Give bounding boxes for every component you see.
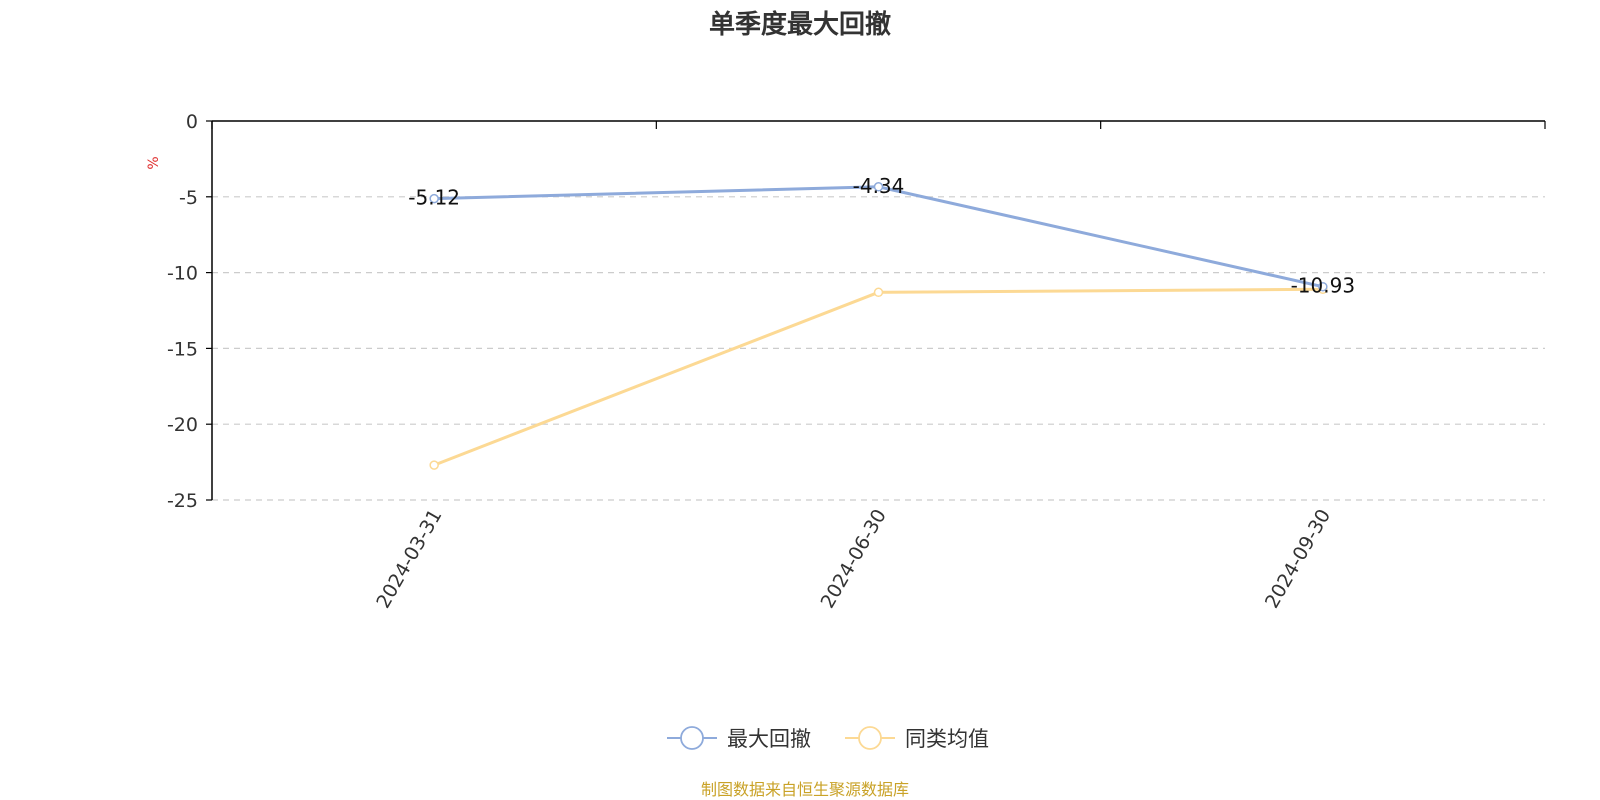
data-label: -10.93 — [1291, 274, 1355, 298]
data-point[interactable] — [429, 193, 439, 204]
y-axis-unit-label: % — [146, 156, 162, 169]
legend-item[interactable]: 最大回撤 — [667, 726, 811, 751]
legend[interactable]: 最大回撤 同类均值 — [667, 726, 989, 751]
legend-label: 最大回撤 — [727, 727, 811, 751]
chart-title: 单季度最大回撤 — [709, 9, 891, 40]
data-point[interactable] — [429, 460, 439, 470]
data-label: -4.34 — [853, 174, 905, 198]
legend-marker-icon — [680, 726, 704, 750]
y-tick-label: 0 — [186, 111, 198, 133]
data-point[interactable] — [873, 182, 884, 192]
x-tick-label: 2024-09-30 — [1261, 506, 1335, 613]
data-label: -5.12 — [408, 186, 460, 210]
data-point[interactable] — [873, 287, 884, 298]
source-note: 制图数据来自恒生聚源数据库 — [701, 780, 909, 799]
grid-lines — [212, 196, 1545, 501]
legend-item[interactable]: 同类均值 — [845, 726, 989, 751]
series-line — [434, 185, 1324, 289]
legend-label: 同类均值 — [905, 727, 989, 751]
x-tick-label: 2024-03-31 — [372, 506, 446, 613]
legend-marker-icon — [858, 726, 882, 750]
y-tick-label: -15 — [167, 338, 198, 360]
x-tick-label: 2024-06-30 — [817, 506, 891, 613]
y-tick-label: -25 — [167, 490, 198, 512]
y-tick-label: -20 — [167, 414, 198, 436]
data-point[interactable] — [1318, 281, 1328, 292]
data-labels: -5.12 -4.34 -10.93 — [408, 174, 1355, 298]
y-tick-label: -10 — [167, 263, 198, 285]
y-tick-label: -5 — [179, 187, 198, 209]
series-lines — [429, 182, 1328, 470]
series-line — [433, 287, 1323, 467]
